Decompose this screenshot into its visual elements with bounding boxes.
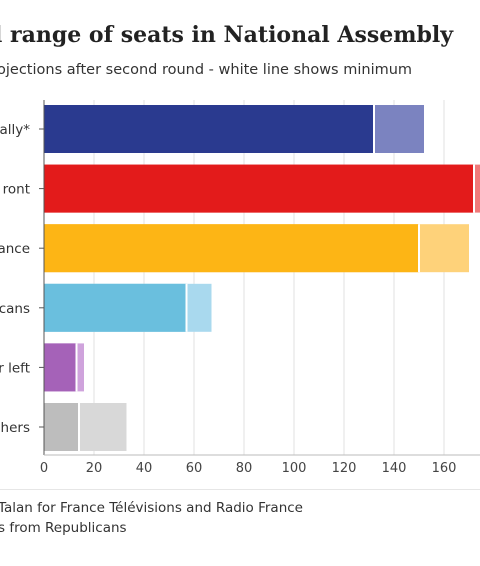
bar-minimum <box>44 403 79 451</box>
footnote: s from Republicans <box>0 520 127 536</box>
x-tick-label: 0 <box>40 461 48 476</box>
category-label: ront <box>3 182 30 198</box>
bar-minimum <box>44 164 474 213</box>
x-tick-label: 40 <box>136 461 153 476</box>
x-tick-label: 100 <box>282 461 307 476</box>
category-label: cans <box>0 301 30 317</box>
bar-chart: ally* ront ance cans r left hers 0 20 40 60 80 100 1… <box>0 100 480 490</box>
source-note: Talan for France Télévisions and Radio F… <box>0 500 303 516</box>
bar-minimum <box>44 105 374 153</box>
chart-subtitle: ojections after second round - white lin… <box>0 62 413 78</box>
x-tick-label: 120 <box>332 461 357 476</box>
x-tick-label: 140 <box>382 461 407 476</box>
x-tick-label: 80 <box>236 461 253 476</box>
bar-minimum <box>44 224 419 273</box>
bar-minimum <box>44 343 77 392</box>
category-label: ance <box>0 241 30 257</box>
x-tick-label: 20 <box>86 461 103 476</box>
bar-minimum <box>44 283 187 332</box>
category-label: r left <box>0 360 30 376</box>
x-tick-label: 60 <box>186 461 203 476</box>
category-label: ally* <box>0 122 30 138</box>
chart-title: l range of seats in National Assembly <box>0 22 454 48</box>
x-tick-label: 160 <box>432 461 457 476</box>
category-label: hers <box>1 420 30 436</box>
